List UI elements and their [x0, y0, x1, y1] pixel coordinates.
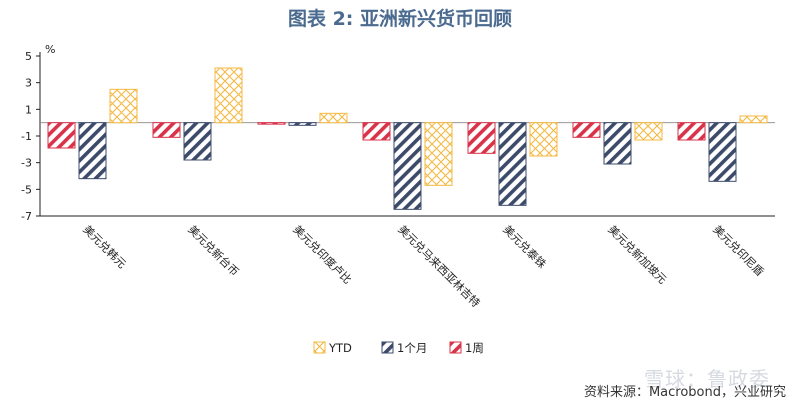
bar-w1 [362, 122, 391, 141]
category-label: 美元兑马来西亚林吉特 [395, 222, 483, 310]
bar-m1 [183, 122, 212, 161]
bar-m1 [393, 122, 422, 210]
bar-m1 [498, 122, 527, 206]
bar-w1 [467, 122, 496, 154]
bar-ytd [424, 122, 453, 186]
y-tick-label: -1 [21, 130, 32, 143]
chart-title: 图表 2: 亚洲新兴货币回顾 [287, 8, 513, 30]
legend-label: 1周 [465, 341, 484, 355]
bar-m1 [288, 122, 317, 126]
bar-ytd [109, 88, 138, 124]
bar-ytd [319, 112, 348, 124]
category-label: 美元兑新台币 [185, 222, 242, 279]
watermark-text: 雪球：鲁政委 [644, 367, 770, 391]
bar-w1 [152, 122, 181, 138]
bar-m1 [708, 122, 737, 182]
y-tick-label: 1 [25, 103, 32, 116]
legend-swatch-w1 [449, 341, 462, 354]
category-label: 美元兑印尼盾 [710, 222, 767, 279]
y-tick-label: -5 [21, 183, 32, 196]
category-label: 美元兑新加坡元 [605, 222, 669, 286]
category-label: 美元兑韩元 [80, 222, 129, 271]
bar-ytd [214, 67, 243, 124]
bar-w1 [572, 122, 601, 138]
bar-w1 [677, 122, 706, 141]
bar-ytd [634, 122, 663, 141]
y-tick-label: 5 [25, 50, 32, 63]
bar-ytd [529, 122, 558, 157]
category-label: 美元兑泰铢 [500, 222, 549, 271]
category-label: 美元兑印度卢比 [290, 222, 354, 286]
y-tick-label: -7 [21, 210, 32, 223]
bar-ytd [739, 115, 768, 124]
bar-w1 [47, 122, 76, 149]
y-tick-label: -3 [21, 157, 32, 170]
bar-m1 [603, 122, 632, 165]
bar-w1 [257, 122, 286, 125]
legend-swatch-ytd [313, 341, 326, 354]
legend-swatch-m1 [381, 341, 394, 354]
y-tick-label: 3 [25, 77, 32, 90]
y-unit-label: % [45, 43, 55, 56]
source-note: 资料来源：Macrobond，兴业研究 [583, 385, 786, 400]
legend-label: 1个月 [397, 341, 427, 355]
legend-label: YTD [328, 341, 352, 355]
bar-m1 [78, 122, 107, 180]
